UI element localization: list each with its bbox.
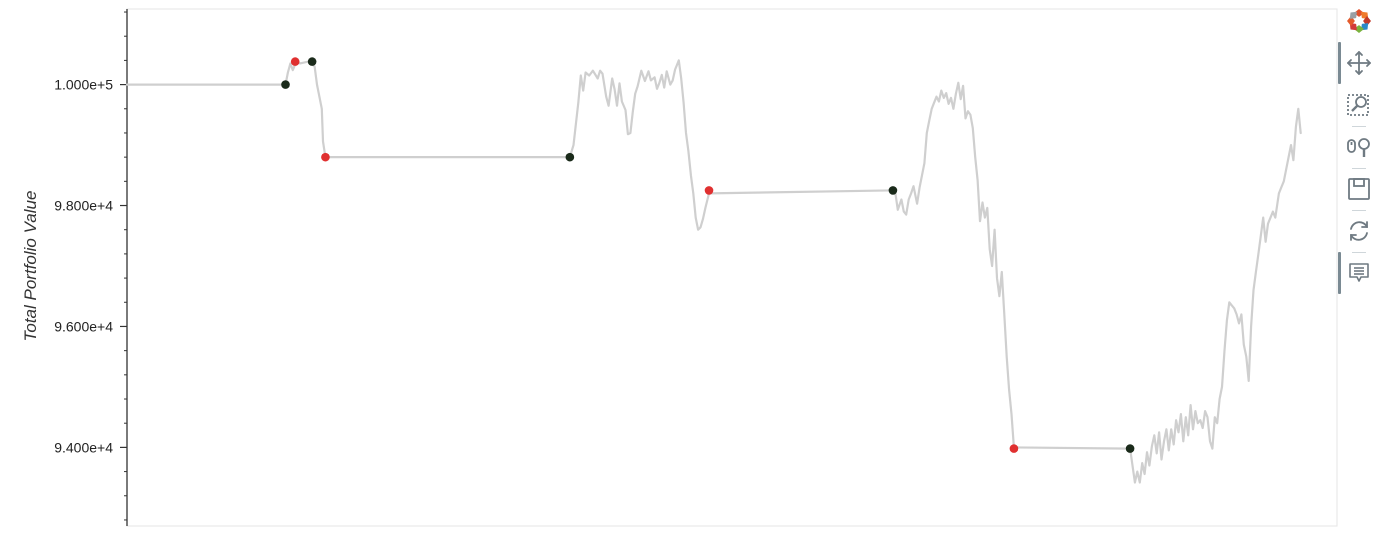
buy-marker[interactable] — [307, 57, 317, 66]
sell-marker[interactable] — [704, 186, 714, 195]
reset-tool-icon — [1350, 221, 1368, 241]
series-line[interactable] — [125, 59, 1302, 484]
box-zoom-tool-icon — [1347, 94, 1369, 116]
buy-marker[interactable] — [1125, 444, 1135, 453]
hover-tool-icon — [1349, 263, 1369, 282]
buy-marker[interactable] — [565, 152, 575, 162]
y-tick-label: 9.800e+4 — [54, 198, 113, 214]
y-tick-label: 9.600e+4 — [54, 318, 113, 334]
sell-marker[interactable] — [321, 152, 330, 162]
marker-layer[interactable] — [281, 57, 1135, 453]
pan-tool-button[interactable] — [1338, 42, 1374, 84]
reset-tool-button[interactable] — [1344, 216, 1374, 246]
buy-marker[interactable] — [281, 80, 290, 89]
y-tick-label: 9.400e+4 — [54, 439, 113, 455]
y-axis-label: Total Portfolio Value — [21, 191, 40, 342]
toolbar-separator — [1352, 126, 1366, 127]
series-layer[interactable] — [125, 59, 1302, 484]
buy-marker[interactable] — [888, 186, 898, 195]
bokeh-logo-icon — [1347, 9, 1371, 33]
sell-marker[interactable] — [1009, 444, 1019, 453]
toolbar — [1338, 0, 1382, 300]
toolbar-separator — [1352, 168, 1366, 169]
save-tool-icon — [1348, 178, 1370, 200]
sell-marker[interactable] — [290, 57, 300, 66]
save-tool-button[interactable] — [1344, 174, 1374, 204]
pan-tool-icon — [1347, 51, 1371, 75]
wheel-zoom-tool-icon — [1347, 138, 1370, 157]
wheel-zoom-tool-button[interactable] — [1344, 132, 1374, 162]
toolbar-separator — [1352, 210, 1366, 211]
toolbar-separator — [1352, 252, 1366, 253]
y-tick-label: 1.000e+5 — [54, 77, 113, 93]
bokeh-logo[interactable] — [1344, 6, 1374, 36]
y-axis: 9.400e+4 9.600e+4 9.800e+4 1.000e+5 — [54, 9, 128, 526]
hover-tool-button[interactable] — [1338, 252, 1374, 294]
box-zoom-tool-button[interactable] — [1344, 90, 1374, 120]
